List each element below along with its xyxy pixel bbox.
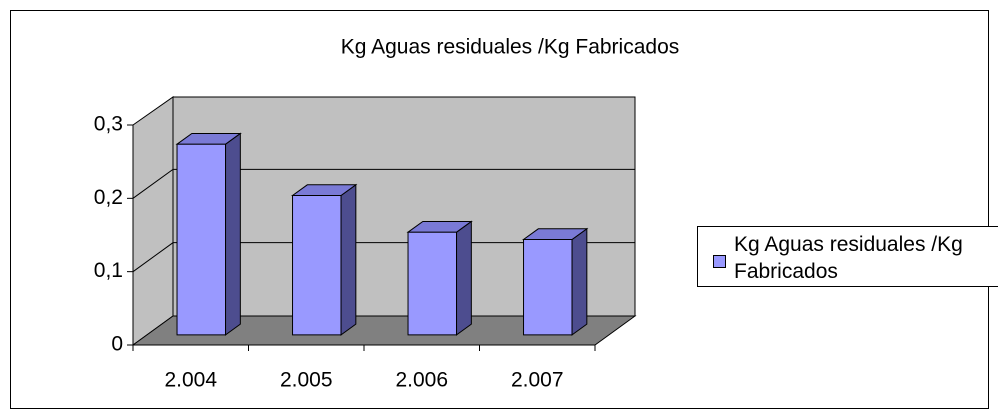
bar-top xyxy=(290,184,358,197)
bar xyxy=(290,183,358,336)
side-wall xyxy=(132,96,174,346)
bar-front xyxy=(292,195,342,336)
y-tick-label: 0,2 xyxy=(94,186,123,209)
x-tick-label: 2.005 xyxy=(280,369,333,392)
bar xyxy=(521,227,589,336)
y-tick-label: 0,3 xyxy=(94,113,123,136)
bar-top xyxy=(406,220,473,233)
bar xyxy=(406,220,473,336)
x-tick-label: 2.004 xyxy=(164,369,217,392)
bar-front xyxy=(176,143,227,336)
legend-swatch xyxy=(713,255,726,268)
grid-line xyxy=(132,168,635,199)
legend: Kg Aguas residuales /Kg Fabricados xyxy=(697,226,998,287)
y-tick-label: 0,1 xyxy=(94,259,123,282)
bar-top xyxy=(175,132,242,145)
bar xyxy=(175,132,242,336)
bar-front xyxy=(523,239,573,336)
bar-front xyxy=(407,231,458,336)
y-tick-label: 0 xyxy=(111,333,123,356)
bar-side xyxy=(571,227,588,336)
bar-side xyxy=(225,132,241,336)
bar-side xyxy=(340,183,357,336)
x-tick-label: 2.007 xyxy=(511,369,564,392)
bar-side xyxy=(456,220,472,336)
chart-title: Kg Aguas residuales /Kg Fabricados xyxy=(341,36,680,59)
x-tick-label: 2.006 xyxy=(395,369,448,392)
legend-label: Kg Aguas residuales /Kg Fabricados xyxy=(734,233,963,283)
bar-top xyxy=(521,228,589,241)
grid-line xyxy=(132,242,635,273)
